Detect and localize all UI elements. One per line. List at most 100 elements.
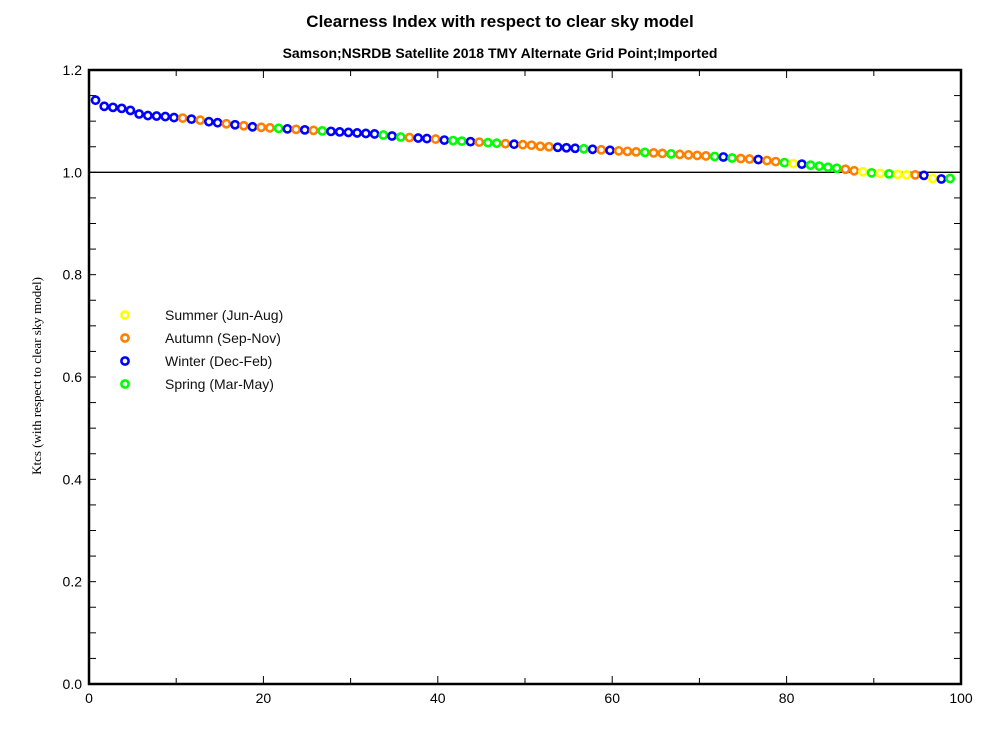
data-point	[753, 154, 764, 165]
data-point	[282, 123, 293, 134]
data-point	[561, 142, 572, 153]
chart-title: Clearness Index with respect to clear sk…	[306, 12, 694, 31]
data-point	[770, 156, 781, 167]
data-point	[526, 140, 537, 151]
data-point	[334, 127, 345, 137]
data-point	[622, 146, 633, 157]
data-point	[570, 143, 581, 154]
data-point	[291, 124, 301, 135]
data-point	[692, 150, 703, 161]
x-tick-label: 60	[604, 690, 620, 706]
data-point	[474, 137, 485, 148]
data-point	[326, 126, 336, 137]
y-tick-label: 0.0	[63, 676, 83, 692]
legend-marker	[120, 310, 130, 320]
data-point	[247, 121, 258, 132]
legend-label: Spring (Mar-May)	[165, 376, 274, 392]
legend-marker	[120, 333, 130, 343]
data-point	[509, 139, 519, 150]
data-point	[735, 153, 746, 164]
data-point	[578, 143, 589, 154]
data-point	[805, 160, 816, 171]
data-point	[796, 159, 807, 170]
data-point	[256, 122, 267, 133]
data-point	[858, 166, 868, 177]
data-point	[613, 145, 624, 156]
data-point	[108, 102, 118, 113]
data-point	[552, 142, 563, 153]
data-point	[840, 164, 851, 175]
data-point	[875, 168, 886, 179]
data-point	[369, 129, 380, 139]
data-point	[587, 144, 598, 155]
data-point	[360, 128, 371, 139]
data-point	[788, 158, 799, 169]
legend: Summer (Jun-Aug) Autumn (Sep-Nov) Winter (…	[120, 307, 283, 392]
data-point	[169, 112, 179, 123]
data-point	[343, 127, 354, 138]
y-tick-label: 0.2	[63, 574, 83, 590]
data-point	[901, 169, 912, 180]
data-point	[125, 105, 136, 116]
data-point	[631, 146, 642, 157]
x-tick-label: 40	[430, 690, 446, 706]
data-point	[387, 131, 397, 141]
data-point	[90, 95, 101, 106]
data-point	[892, 169, 903, 180]
data-point	[378, 130, 389, 140]
data-point	[491, 138, 502, 149]
data-point	[910, 169, 921, 180]
y-tick-label: 0.6	[63, 369, 83, 385]
x-tick-label: 80	[779, 690, 795, 706]
plot-frame	[87, 68, 963, 686]
data-point	[517, 139, 528, 150]
data-point	[439, 135, 450, 145]
data-point	[160, 111, 171, 122]
data-point	[238, 120, 249, 131]
data-point	[483, 137, 493, 148]
data-point	[273, 123, 284, 134]
data-point	[945, 173, 955, 184]
legend-label: Summer (Jun-Aug)	[165, 307, 283, 323]
y-tick-label: 0.8	[63, 267, 83, 283]
data-point	[221, 118, 232, 129]
data-point	[142, 110, 153, 121]
data-point	[544, 141, 554, 152]
data-point	[456, 136, 467, 147]
data-point	[151, 111, 162, 121]
data-point	[134, 109, 145, 119]
data-point	[936, 174, 947, 184]
data-point	[866, 167, 877, 178]
data-point	[727, 153, 737, 163]
data-point	[823, 162, 833, 173]
data-point	[640, 147, 650, 158]
data-point	[762, 155, 772, 166]
data-point	[500, 138, 511, 149]
data-point	[919, 170, 929, 181]
data-point	[195, 115, 206, 126]
data-point	[308, 125, 319, 136]
y-tick-label: 0.4	[63, 471, 83, 487]
data-point	[814, 161, 825, 172]
chart-subtitle: Samson;NSRDB Satellite 2018 TMY Alternat…	[282, 45, 718, 61]
data-point	[203, 116, 214, 127]
data-point	[395, 132, 406, 142]
data-point	[430, 134, 441, 144]
legend-label: Autumn (Sep-Nov)	[165, 330, 281, 346]
data-point	[674, 149, 685, 160]
data-point	[849, 165, 860, 176]
data-point	[177, 113, 188, 123]
data-point	[404, 132, 415, 143]
data-point	[831, 163, 842, 174]
data-point	[535, 141, 546, 152]
data-point	[605, 145, 615, 156]
data-point	[657, 148, 668, 159]
data-point	[465, 136, 476, 147]
data-point	[186, 114, 197, 125]
data-point	[927, 173, 938, 184]
data-point	[317, 125, 328, 136]
data-point	[648, 147, 659, 158]
data-point	[718, 152, 729, 162]
y-tick-label: 1.2	[63, 62, 83, 78]
